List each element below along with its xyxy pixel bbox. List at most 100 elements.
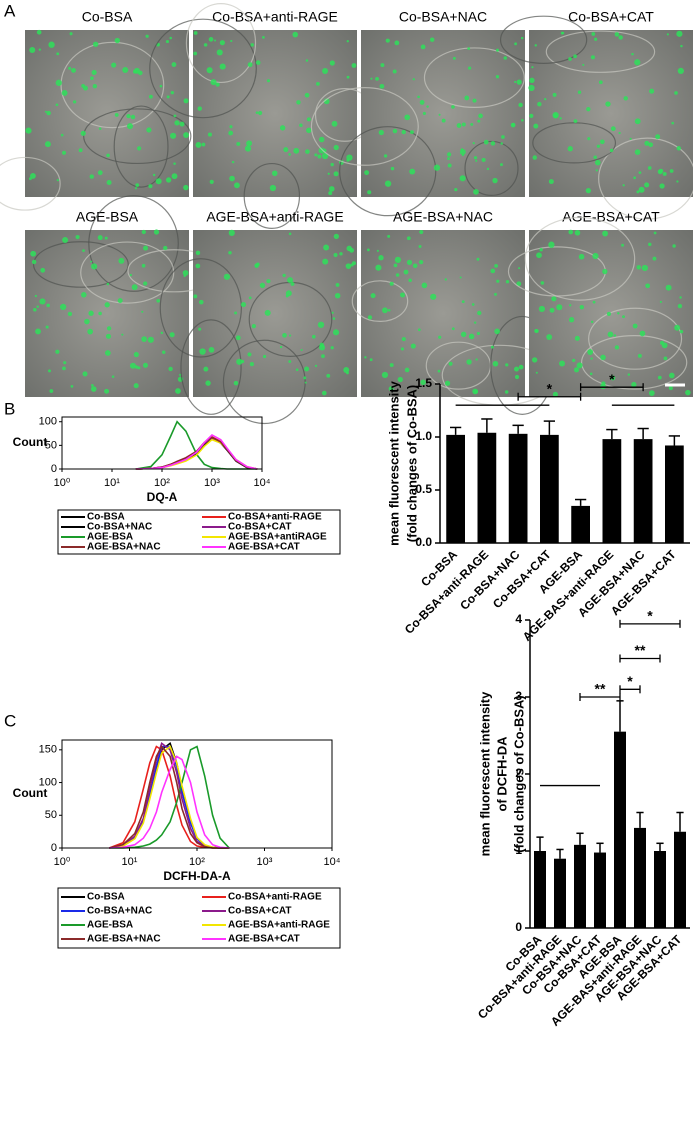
green-spot <box>240 302 247 308</box>
panel-label: B <box>4 399 15 418</box>
green-spot <box>562 31 565 35</box>
green-spot <box>390 166 395 171</box>
green-spot <box>444 380 451 386</box>
green-spot <box>553 113 558 119</box>
green-spot <box>618 35 623 40</box>
green-spot <box>494 292 497 296</box>
green-spot <box>59 303 67 311</box>
green-spot <box>504 390 509 394</box>
legend-label: Co-BSA+CAT <box>228 906 291 917</box>
green-spot <box>617 312 620 315</box>
green-spot <box>649 88 655 94</box>
green-spot <box>392 128 398 134</box>
green-spot <box>97 170 103 176</box>
green-spot <box>31 259 37 265</box>
green-spot <box>412 78 415 81</box>
legend-label: AGE-BSA <box>87 532 133 543</box>
green-spot <box>418 245 422 249</box>
legend-label: Co-BSA <box>87 512 125 523</box>
y-axis-label: (fold changes of Co-BSA) <box>404 385 419 542</box>
histogram-curve <box>109 745 230 849</box>
green-spot <box>380 63 385 68</box>
green-spot <box>669 169 674 173</box>
green-spot <box>495 75 500 79</box>
green-spot <box>179 121 185 127</box>
green-spot <box>607 331 614 338</box>
green-spot <box>472 98 477 103</box>
green-spot <box>160 331 164 335</box>
green-spot <box>133 351 139 358</box>
green-spot <box>295 368 299 372</box>
cell-outline <box>159 258 242 358</box>
green-spot <box>327 172 330 175</box>
green-spot <box>494 328 501 335</box>
green-spot <box>156 298 161 303</box>
green-spot <box>259 282 266 289</box>
green-spot <box>165 177 172 183</box>
image-title: AGE-BSA+anti-RAGE <box>206 209 343 225</box>
green-spot <box>685 389 691 396</box>
green-spot <box>134 187 138 190</box>
x-tick-label: 10² <box>154 477 170 489</box>
green-spot <box>661 342 668 349</box>
green-spot <box>544 97 547 101</box>
green-spot <box>594 37 598 41</box>
green-spot <box>330 162 334 167</box>
green-spot <box>549 307 555 313</box>
green-spot <box>610 375 616 381</box>
green-spot <box>420 44 426 50</box>
legend-label: Co-BSA <box>87 892 125 903</box>
green-spot <box>572 358 576 362</box>
green-spot <box>534 44 537 47</box>
green-spot <box>279 125 286 131</box>
green-spot <box>679 296 682 299</box>
histogram-curve <box>108 745 230 849</box>
green-spot <box>106 326 112 331</box>
green-spot <box>573 54 577 59</box>
green-spot <box>255 111 259 114</box>
green-spot <box>590 55 596 60</box>
green-spot <box>634 149 641 155</box>
legend-label: AGE-BSA+antiRAGE <box>228 532 327 543</box>
green-spot <box>104 236 108 240</box>
green-spot <box>118 257 125 264</box>
green-spot <box>397 376 403 383</box>
green-spot <box>467 47 471 51</box>
green-spot <box>529 77 535 84</box>
green-spot <box>639 330 646 337</box>
x-tick-label: 10¹ <box>104 477 120 489</box>
green-spot <box>468 66 472 70</box>
green-spot <box>205 380 211 386</box>
green-spot <box>256 262 260 267</box>
green-spot <box>433 164 441 171</box>
green-spot <box>501 135 505 139</box>
green-spot <box>346 40 349 43</box>
green-spot <box>198 327 202 331</box>
green-spot <box>208 37 214 42</box>
green-spot <box>69 32 73 36</box>
green-spot <box>322 68 329 75</box>
histogram-curve <box>109 745 230 849</box>
bar <box>554 858 566 928</box>
green-spot <box>137 146 142 151</box>
green-spot <box>516 281 522 287</box>
green-spot <box>548 179 554 185</box>
green-spot <box>568 57 572 61</box>
green-spot <box>279 345 283 349</box>
green-spot <box>404 114 411 121</box>
green-spot <box>133 383 139 389</box>
green-spot <box>55 79 62 86</box>
green-spot <box>420 379 426 386</box>
x-tick-label: 10⁴ <box>324 856 341 868</box>
green-spot <box>60 133 64 137</box>
green-spot <box>668 386 673 391</box>
green-spot <box>548 241 555 248</box>
green-spot <box>106 153 110 158</box>
green-spot <box>429 37 435 42</box>
green-spot <box>195 263 201 269</box>
green-spot <box>288 360 292 363</box>
green-spot <box>264 309 271 316</box>
green-spot <box>438 113 441 116</box>
green-spot <box>410 130 414 135</box>
